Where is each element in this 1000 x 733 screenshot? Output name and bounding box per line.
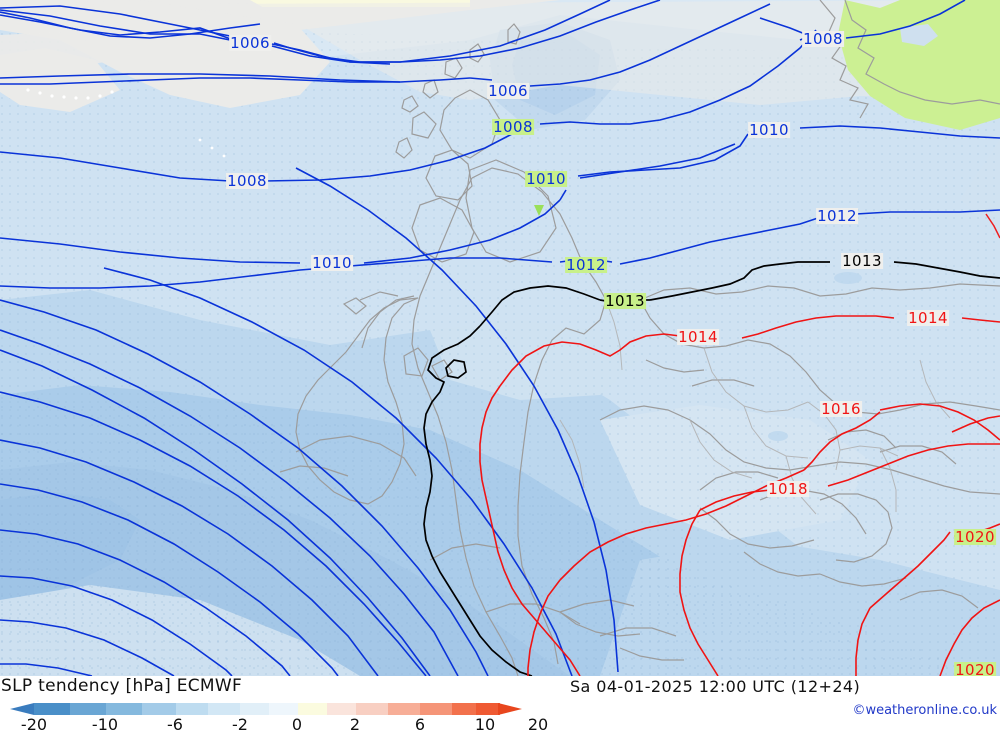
colorbar-segment (142, 703, 176, 715)
map-footer: SLP tendency [hPa] ECMWF Sa 04-01-2025 1… (0, 676, 1000, 733)
colorbar-tick: -20 (20, 715, 48, 733)
isobar-label: 1013 (841, 252, 883, 270)
isobars-high-extra (985, 213, 1000, 239)
colorbar-segment (452, 703, 476, 715)
map-canvas (0, 0, 1000, 676)
colorbar-segment (269, 703, 298, 715)
colorbar-cap-min (10, 703, 34, 715)
colorbar-strip (0, 700, 540, 716)
colorbar-tick: 10 (474, 715, 496, 733)
legend-title: SLP tendency [hPa] ECMWF (1, 676, 243, 696)
colorbar-tick: 0 (291, 715, 303, 733)
colorbar-tick: -10 (91, 715, 119, 733)
isobars-low (0, 0, 1000, 676)
colorbar-segment (356, 703, 388, 715)
isobar-label: 1020 (954, 528, 996, 546)
copyright-notice: ©weatheronline.co.uk (852, 703, 997, 718)
model-run-info: Sa 04-01-2025 12:00 UTC (12+24) (570, 677, 861, 696)
isobar-label: 1016 (820, 400, 862, 418)
isobar-label: 1012 (565, 256, 607, 274)
isobars-1013 (423, 261, 1000, 676)
colorbar-segment (388, 703, 420, 715)
colorbar-tick: -2 (232, 715, 248, 733)
isobar-label: 1010 (748, 121, 790, 139)
isobar-label: 1010 (311, 254, 353, 272)
slp-tendency-map[interactable]: 1006 1006 1008 1008 1008 1010 1010 1010 … (0, 0, 1000, 676)
colorbar-segment (106, 703, 142, 715)
colorbar-segment (34, 703, 70, 715)
isobar-label: 1008 (226, 172, 268, 190)
isobar-label: 1018 (767, 480, 809, 498)
colorbar-segment (476, 703, 500, 715)
green-landmass-north (838, 0, 1000, 130)
colorbar-segment (240, 703, 269, 715)
isobar-label: 1008 (802, 30, 844, 48)
colorbar-segment (420, 703, 452, 715)
isobar-label: 1010 (525, 170, 567, 188)
coastline-ireland (295, 297, 419, 505)
isobar-label: 1014 (677, 328, 719, 346)
colorbar-cap-max (498, 703, 522, 715)
isobar-label: 1012 (816, 207, 858, 225)
isobar-label: 1014 (907, 309, 949, 327)
country-borders (559, 299, 951, 515)
isobar-label: 1006 (487, 82, 529, 100)
colorbar-segment (208, 703, 240, 715)
colorbar-tick: 2 (349, 715, 361, 733)
isobar-label: 1008 (492, 118, 534, 136)
isobar-label: 1013 (604, 292, 646, 310)
isobar-label: 1020 (954, 661, 996, 676)
colorbar-segment (176, 703, 208, 715)
colorbar-segment (327, 703, 356, 715)
colorbar-tick: -6 (167, 715, 183, 733)
tendency-colorbar[interactable]: -20 -10 -6 -2 0 2 6 10 20 (0, 700, 548, 733)
colorbar-segment (298, 703, 327, 715)
colorbar-tick: 20 (527, 715, 549, 733)
isobar-label: 1006 (229, 34, 271, 52)
colorbar-tick: 6 (414, 715, 426, 733)
colorbar-segment (70, 703, 106, 715)
highland-marker (534, 205, 544, 216)
